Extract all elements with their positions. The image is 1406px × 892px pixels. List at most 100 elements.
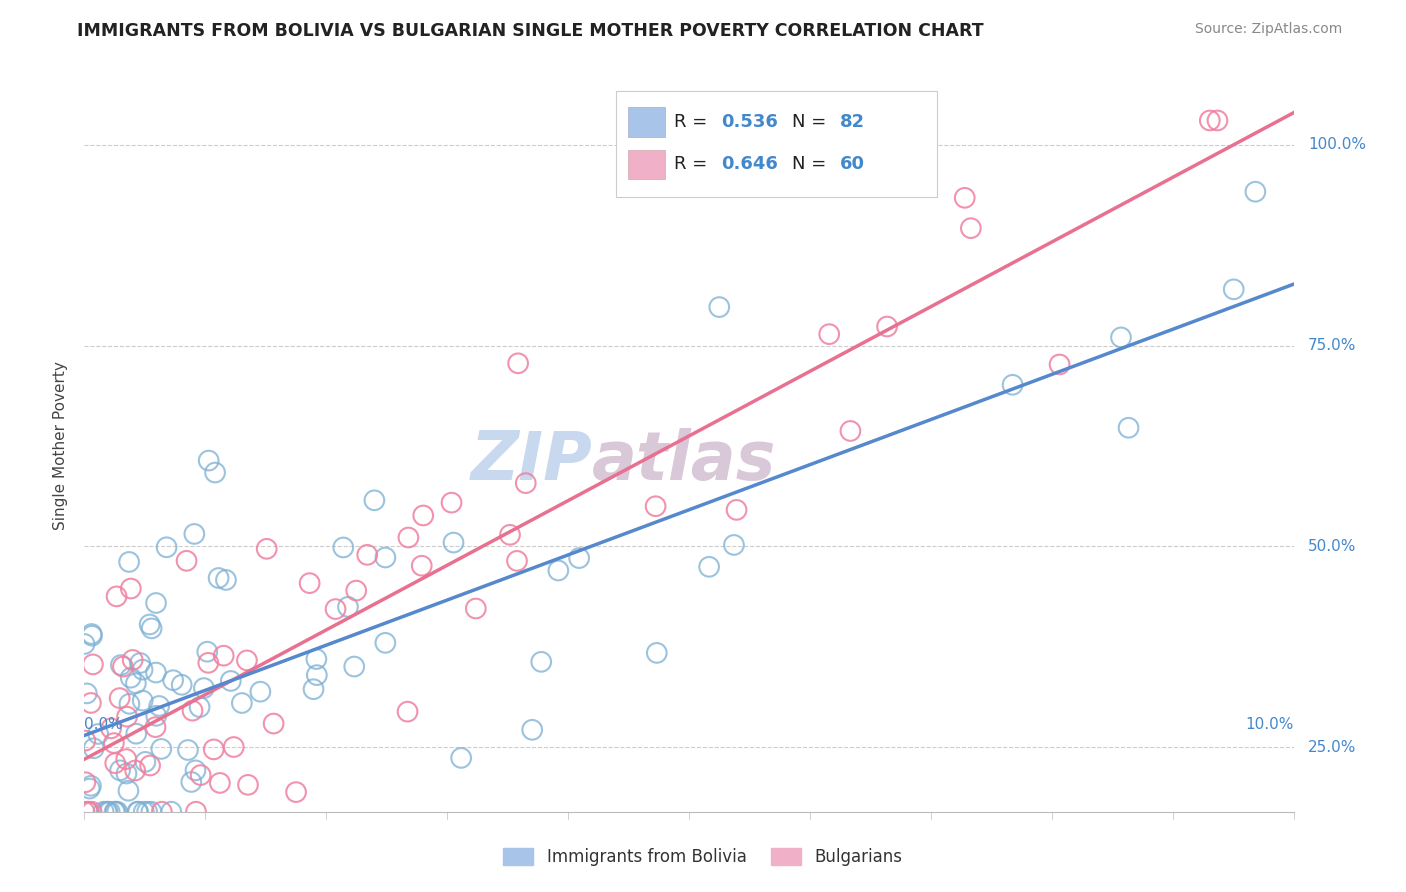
Point (155, 541, 177, 555)
Point (180, 775, 202, 789)
Point (396, 531, 419, 545)
Point (207, 571, 229, 585)
Point (115, 752, 138, 766)
Point (374, 636, 396, 650)
Point (464, 601, 486, 615)
Point (145, 720, 167, 734)
Point (181, 704, 204, 718)
Point (127, 805, 149, 819)
Text: 50.0%: 50.0% (1308, 539, 1357, 554)
Point (117, 783, 139, 797)
Point (522, 723, 544, 737)
Point (136, 805, 159, 819)
Legend: Immigrants from Bolivia, Bulgarians: Immigrants from Bolivia, Bulgarians (496, 841, 910, 873)
Point (506, 554, 529, 568)
Point (440, 495, 463, 509)
Point (77, 805, 100, 819)
Point (93, 805, 115, 819)
Point (212, 648, 235, 663)
Point (839, 424, 862, 438)
Point (80, 779, 103, 793)
Text: Source: ZipAtlas.com: Source: ZipAtlas.com (1195, 22, 1343, 37)
Point (73, 805, 96, 819)
Point (530, 655, 553, 669)
Point (118, 697, 141, 711)
Point (195, 645, 218, 659)
Point (450, 751, 472, 765)
Point (1109, 330, 1132, 344)
Point (75, 733, 97, 747)
Point (1001, 377, 1024, 392)
Point (215, 573, 238, 587)
Point (139, 758, 162, 772)
Text: 0.0%: 0.0% (84, 716, 124, 731)
Point (105, 590, 128, 604)
Point (183, 527, 205, 541)
Point (176, 554, 198, 568)
Point (177, 743, 200, 757)
Point (325, 602, 347, 616)
Point (75, 775, 97, 789)
Point (249, 684, 271, 698)
Point (79, 781, 101, 796)
Point (876, 319, 898, 334)
Point (80, 629, 103, 643)
Point (197, 656, 219, 670)
Point (120, 582, 142, 596)
Point (374, 550, 396, 565)
Point (160, 805, 183, 819)
Point (193, 681, 215, 695)
Point (332, 541, 354, 555)
Point (344, 583, 367, 598)
Text: ZIP: ZIP (471, 427, 592, 493)
Point (1244, 185, 1267, 199)
Point (818, 327, 841, 342)
Point (104, 805, 127, 819)
Point (98, 805, 121, 819)
Point (82, 657, 104, 672)
Point (125, 727, 148, 741)
Point (208, 776, 231, 790)
Point (709, 300, 731, 314)
Point (111, 659, 134, 673)
Point (411, 558, 433, 573)
Point (412, 508, 434, 523)
Point (73, 637, 96, 651)
Point (953, 191, 976, 205)
Point (363, 493, 385, 508)
Point (131, 663, 153, 677)
Point (219, 673, 242, 688)
Point (1049, 358, 1071, 372)
Point (515, 476, 537, 491)
Point (132, 805, 155, 819)
Point (396, 705, 419, 719)
Point (298, 576, 321, 591)
Point (305, 668, 328, 682)
Point (508, 356, 530, 370)
Point (336, 599, 359, 614)
Point (105, 805, 128, 819)
FancyBboxPatch shape (628, 150, 665, 179)
Point (145, 596, 167, 610)
Point (145, 708, 167, 723)
Text: N =: N = (792, 155, 832, 173)
Point (256, 541, 278, 556)
Point (110, 658, 132, 673)
Point (184, 764, 207, 778)
Point (697, 559, 720, 574)
Point (1222, 282, 1244, 296)
Point (80, 627, 103, 641)
Point (190, 768, 212, 782)
Point (77, 805, 100, 819)
Point (150, 742, 173, 756)
Point (108, 691, 131, 706)
Text: IMMIGRANTS FROM BOLIVIA VS BULGARIAN SINGLE MOTHER POVERTY CORRELATION CHART: IMMIGRANTS FROM BOLIVIA VS BULGARIAN SIN… (77, 22, 984, 40)
Point (76, 686, 98, 700)
Point (188, 700, 211, 714)
Point (1206, 113, 1229, 128)
Point (120, 671, 142, 685)
Point (547, 564, 569, 578)
Point (263, 716, 285, 731)
Point (725, 503, 748, 517)
Point (356, 548, 378, 562)
